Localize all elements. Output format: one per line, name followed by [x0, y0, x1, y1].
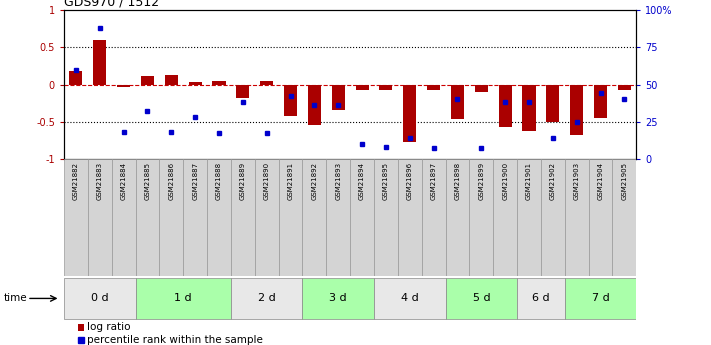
Bar	[446, 278, 517, 319]
Bar	[78, 324, 85, 331]
Bar	[326, 159, 351, 276]
Text: GSM21897: GSM21897	[431, 162, 437, 200]
Bar	[351, 159, 374, 276]
Bar	[279, 159, 302, 276]
Text: GSM21903: GSM21903	[574, 162, 579, 200]
Bar	[136, 159, 159, 276]
Bar	[64, 278, 136, 319]
Bar	[565, 278, 636, 319]
Bar	[517, 159, 541, 276]
Bar	[523, 85, 535, 131]
Text: GSM21892: GSM21892	[311, 162, 317, 200]
Bar	[88, 159, 112, 276]
Text: GSM21896: GSM21896	[407, 162, 413, 200]
Text: GSM21904: GSM21904	[597, 162, 604, 200]
Bar	[374, 159, 398, 276]
Bar	[589, 159, 612, 276]
Bar	[117, 85, 130, 88]
Bar	[541, 159, 565, 276]
Bar	[165, 75, 178, 85]
Text: GSM21895: GSM21895	[383, 162, 389, 200]
Bar	[183, 159, 207, 276]
Bar	[374, 278, 446, 319]
Bar	[403, 85, 417, 142]
Bar	[570, 85, 583, 135]
Text: GSM21893: GSM21893	[336, 162, 341, 200]
Bar	[70, 71, 82, 85]
Text: GSM21882: GSM21882	[73, 162, 79, 200]
Text: log ratio: log ratio	[87, 322, 131, 332]
Text: 2 d: 2 d	[258, 294, 276, 303]
Text: GSM21888: GSM21888	[216, 162, 222, 200]
Text: GSM21889: GSM21889	[240, 162, 246, 200]
Bar	[93, 40, 107, 85]
Text: GSM21899: GSM21899	[479, 162, 484, 200]
Text: 5 d: 5 d	[473, 294, 490, 303]
Bar	[213, 81, 225, 85]
Text: 1 d: 1 d	[174, 294, 192, 303]
Text: GSM21905: GSM21905	[621, 162, 627, 200]
Bar	[302, 278, 374, 319]
Bar	[236, 85, 250, 98]
Bar	[302, 159, 326, 276]
Bar	[546, 85, 560, 121]
Bar	[427, 85, 440, 90]
Text: time: time	[4, 294, 27, 303]
Bar	[493, 159, 517, 276]
Bar	[380, 85, 392, 90]
Bar	[475, 85, 488, 92]
Text: GDS970 / 1512: GDS970 / 1512	[64, 0, 159, 9]
Bar	[64, 159, 88, 276]
Text: GSM21898: GSM21898	[454, 162, 461, 200]
Bar	[398, 159, 422, 276]
Bar	[188, 81, 202, 85]
Bar	[136, 278, 231, 319]
Text: GSM21883: GSM21883	[97, 162, 103, 200]
Text: GSM21902: GSM21902	[550, 162, 556, 200]
Bar	[255, 159, 279, 276]
Text: GSM21901: GSM21901	[526, 162, 532, 200]
Bar	[141, 76, 154, 85]
Text: GSM21900: GSM21900	[502, 162, 508, 200]
Text: GSM21891: GSM21891	[287, 162, 294, 200]
Bar	[332, 85, 345, 110]
Text: GSM21884: GSM21884	[121, 162, 127, 200]
Bar	[207, 159, 231, 276]
Bar	[565, 159, 589, 276]
Text: percentile rank within the sample: percentile rank within the sample	[87, 335, 263, 345]
Bar	[112, 159, 136, 276]
Text: GSM21886: GSM21886	[169, 162, 174, 200]
Bar	[231, 278, 302, 319]
Text: GSM21887: GSM21887	[192, 162, 198, 200]
Bar	[469, 159, 493, 276]
Bar	[422, 159, 446, 276]
Text: 3 d: 3 d	[329, 294, 347, 303]
Bar	[618, 85, 631, 90]
Bar	[284, 85, 297, 116]
Bar	[498, 85, 512, 127]
Bar	[446, 159, 469, 276]
Text: GSM21885: GSM21885	[144, 162, 151, 200]
Text: 4 d: 4 d	[401, 294, 419, 303]
Text: GSM21894: GSM21894	[359, 162, 365, 200]
Bar	[451, 85, 464, 119]
Text: 7 d: 7 d	[592, 294, 609, 303]
Bar	[159, 159, 183, 276]
Bar	[594, 85, 607, 118]
Bar	[356, 85, 368, 90]
Text: 0 d: 0 d	[91, 294, 109, 303]
Bar	[231, 159, 255, 276]
Bar	[260, 81, 273, 85]
Bar	[612, 159, 636, 276]
Text: GSM21890: GSM21890	[264, 162, 269, 200]
Bar	[517, 278, 565, 319]
Text: 6 d: 6 d	[532, 294, 550, 303]
Bar	[308, 85, 321, 125]
